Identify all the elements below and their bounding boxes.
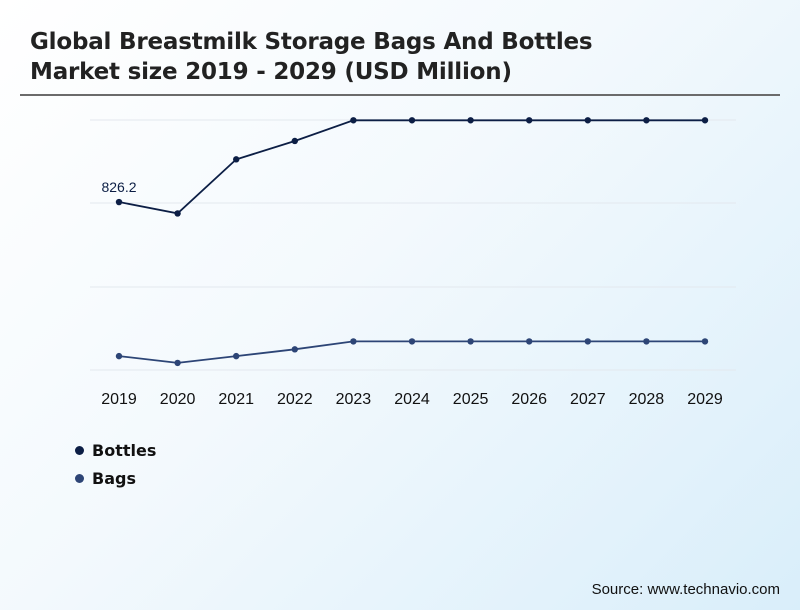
point-bags-2019 <box>115 352 123 360</box>
legend-label-bags: Bags <box>92 468 136 488</box>
point-bottles-2028 <box>643 117 650 124</box>
point-bottles-2025 <box>467 117 474 124</box>
chart-legend: Bottles Bags <box>75 436 156 492</box>
x-tick-label-2026: 2026 <box>511 391 547 408</box>
point-bags-2027 <box>584 338 591 345</box>
legend-label-bottles: Bottles <box>92 440 157 460</box>
x-tick-label-2028: 2028 <box>629 391 665 408</box>
chart-title: Global Breastmilk Storage Bags And Bottl… <box>30 27 770 87</box>
point-bags-2020 <box>174 359 181 367</box>
title-divider <box>20 94 780 96</box>
x-tick-label-2024: 2024 <box>394 391 430 408</box>
point-bags-2022 <box>291 346 298 353</box>
x-tick-label-2020: 2020 <box>160 391 196 408</box>
point-bottles-2029 <box>701 117 709 124</box>
point-bags-2028 <box>643 338 650 345</box>
title-line-2: Market size 2019 - 2029 (USD Million) <box>30 59 512 85</box>
point-bottles-2020 <box>174 210 181 217</box>
series-line-bottles <box>118 119 705 215</box>
point-bottles-2021 <box>233 156 240 163</box>
point-bags-2025 <box>467 338 474 345</box>
x-tick-label-2021: 2021 <box>218 391 254 408</box>
point-bags-2026 <box>526 338 533 345</box>
x-tick-label-2025: 2025 <box>453 391 489 408</box>
point-bottles-2019 <box>115 198 123 206</box>
line-chart: 826.2 2019 2020 2021 2022 2023 2024 2025 2026 202… <box>90 117 736 408</box>
point-bottles-2027 <box>584 117 591 124</box>
point-bottles-2026 <box>526 117 533 124</box>
point-bottles-2023 <box>350 117 357 124</box>
point-bags-2023 <box>350 338 357 345</box>
legend-marker-bags <box>75 473 84 483</box>
legend-item-bags: Bags <box>75 464 156 492</box>
legend-marker-bottles <box>75 445 84 455</box>
x-tick-label-2019: 2019 <box>101 391 137 408</box>
x-tick-label-2023: 2023 <box>336 391 372 408</box>
data-label-bottles-2019: 826.2 <box>101 179 136 195</box>
point-bags-2021 <box>233 352 240 360</box>
point-bags-2029 <box>701 338 709 345</box>
series-line-bags <box>118 340 705 364</box>
point-bottles-2022 <box>291 137 298 145</box>
point-bottles-2024 <box>408 117 416 124</box>
legend-item-bottles: Bottles <box>75 436 156 464</box>
point-bags-2024 <box>408 338 416 345</box>
title-line-1: Global Breastmilk Storage Bags And Bottl… <box>30 29 593 55</box>
x-tick-label-2029: 2029 <box>687 391 723 408</box>
x-tick-label-2027: 2027 <box>570 391 606 408</box>
source-note: Source: www.technavio.com <box>591 581 780 598</box>
x-tick-label-2022: 2022 <box>277 391 313 408</box>
